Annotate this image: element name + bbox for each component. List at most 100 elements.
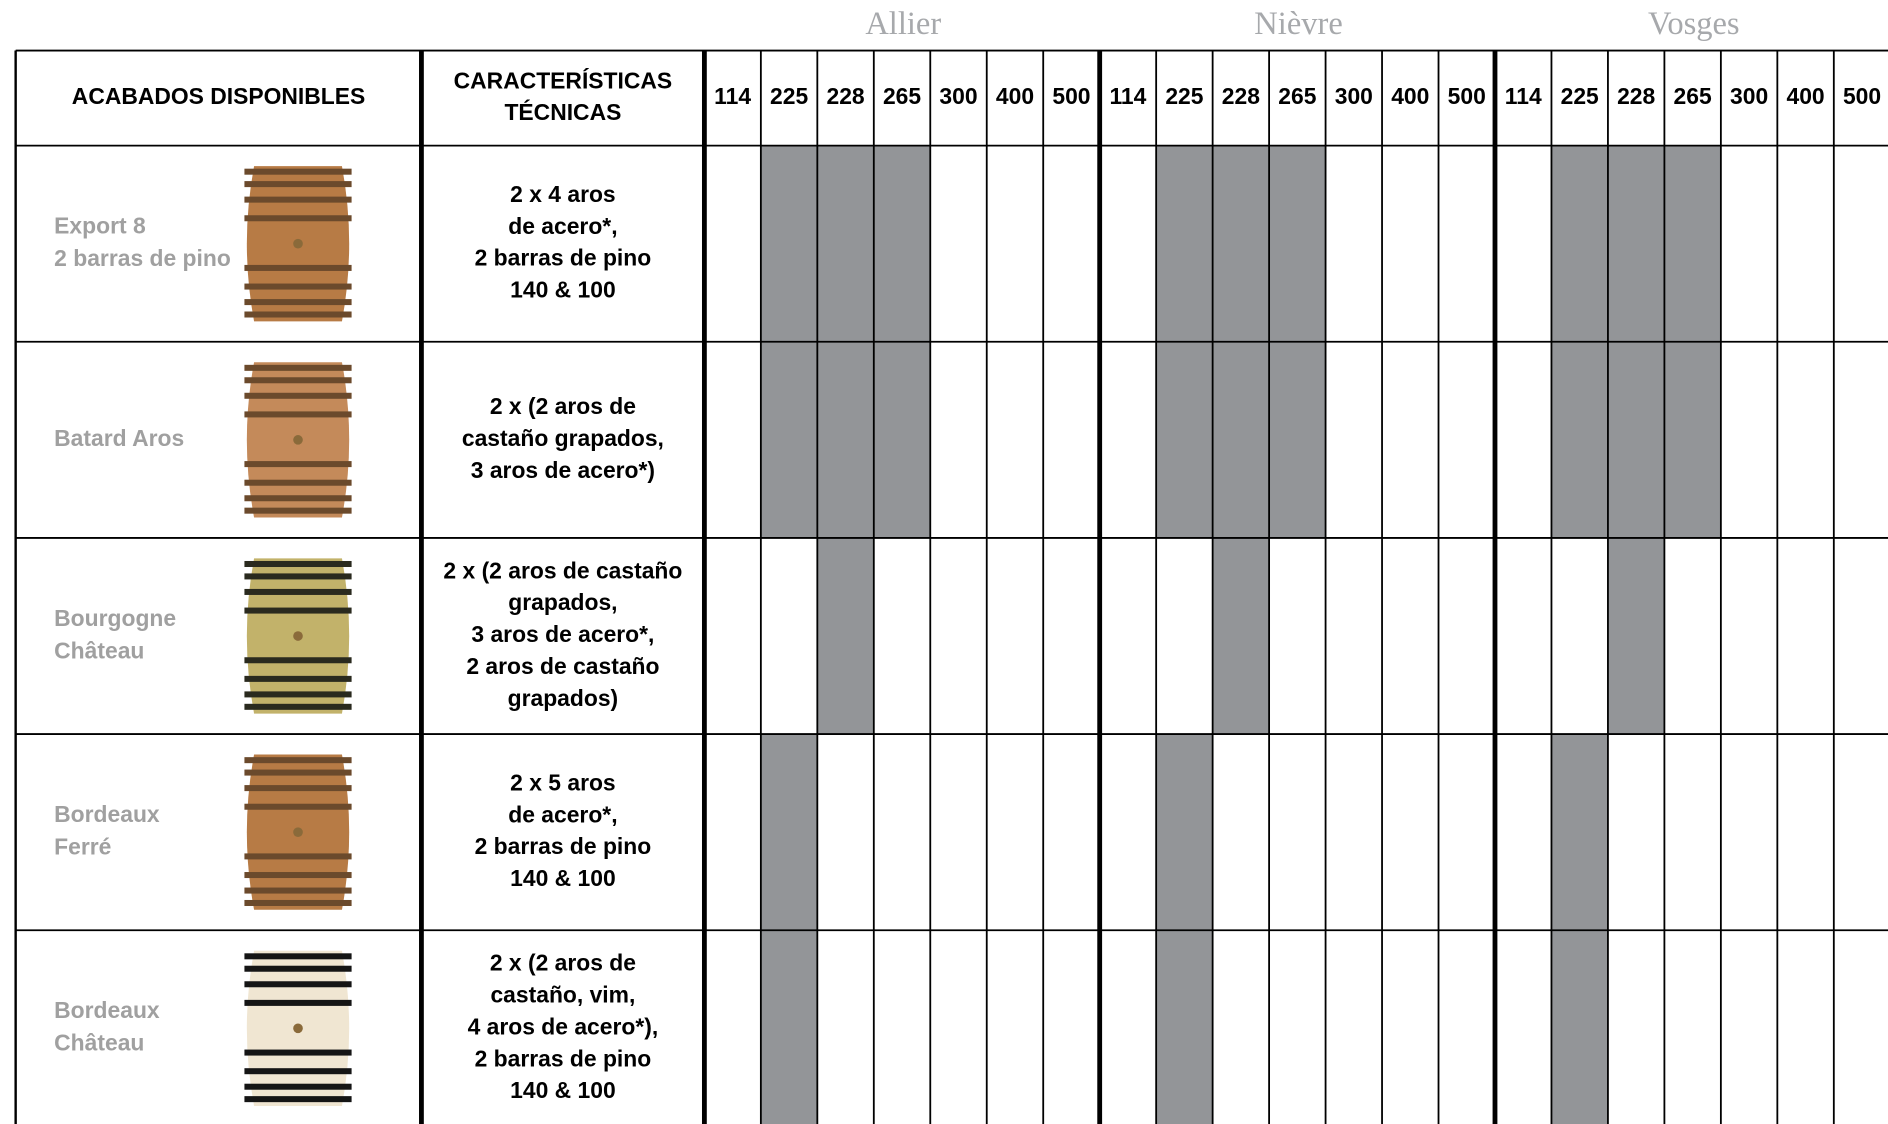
available-cell: [1664, 342, 1720, 538]
available-cell: [874, 146, 930, 342]
barrel-bung: [293, 239, 303, 249]
barrel-hoop: [244, 377, 351, 383]
finish-name: Export 8: [54, 212, 146, 238]
finish-name: Bourgogne: [54, 605, 176, 631]
barrel-hoop: [244, 900, 351, 906]
barrel-hoop: [244, 888, 351, 894]
barrel-hoop: [244, 411, 351, 417]
barrel-hoop: [244, 608, 351, 614]
barrel-hoop: [244, 1068, 351, 1074]
finishes-header: ACABADOS DISPONIBLES: [72, 83, 365, 109]
specs-header: TÉCNICAS: [504, 99, 621, 125]
barrel-hoop: [244, 589, 351, 595]
size-header: 114: [714, 83, 751, 109]
barrel-hoop: [244, 561, 351, 567]
barrel-hoop: [244, 691, 351, 697]
available-cell: [761, 930, 817, 1124]
spec-line: 140 & 100: [510, 865, 616, 891]
spec-line: 2 barras de pino: [475, 245, 652, 271]
size-header: 228: [826, 83, 864, 109]
barrel-hoop: [244, 953, 351, 959]
available-cell: [1269, 342, 1325, 538]
available-cell: [874, 342, 930, 538]
barrel-hoop: [244, 169, 351, 175]
available-cell: [1664, 146, 1720, 342]
size-header: 400: [996, 83, 1034, 109]
available-cell: [1156, 146, 1212, 342]
barrel-hoop: [244, 197, 351, 203]
available-cell: [817, 538, 873, 734]
available-cell: [1608, 342, 1664, 538]
available-cell: [1156, 342, 1212, 538]
spec-line: 140 & 100: [510, 277, 616, 303]
barrel-hoop: [244, 215, 351, 221]
size-header: 265: [1674, 83, 1712, 109]
available-cell: [1551, 734, 1607, 930]
barrel-bung: [293, 1024, 303, 1034]
spec-line: 2 aros de castaño: [466, 653, 659, 679]
size-header: 300: [1730, 83, 1768, 109]
size-header: 300: [939, 83, 977, 109]
available-cell: [817, 342, 873, 538]
available-cell: [1213, 146, 1269, 342]
barrel-hoop: [244, 365, 351, 371]
spec-line: 2 x (2 aros de: [490, 950, 636, 976]
spec-line: 2 barras de pino: [475, 1045, 652, 1071]
specs-header: CARACTERÍSTICAS: [454, 67, 672, 93]
barrel-bung: [293, 435, 303, 445]
barrel-hoop: [244, 1084, 351, 1090]
barrel-hoop: [244, 1000, 351, 1006]
size-header: 300: [1335, 83, 1373, 109]
page: {"header":{"finishes_label":"ACABADOS DI…: [0, 0, 1888, 1124]
available-cell: [761, 342, 817, 538]
finish-name: Ferré: [54, 833, 111, 859]
spec-line: 2 x (2 aros de castaño: [443, 557, 682, 583]
wood-origin: Vosges: [1648, 6, 1740, 42]
available-cell: [1551, 342, 1607, 538]
barrel-hoop: [244, 872, 351, 878]
barrel-bung: [293, 631, 303, 641]
finish-name: Château: [54, 1030, 144, 1056]
available-cell: [1156, 930, 1212, 1124]
wood-origin: Nièvre: [1254, 6, 1342, 42]
spec-line: 3 aros de acero*): [471, 457, 655, 483]
available-cell: [817, 146, 873, 342]
available-cell: [761, 734, 817, 930]
spec-line: 4 aros de acero*),: [468, 1013, 659, 1039]
spec-line: 2 x 5 aros: [510, 769, 616, 795]
barrel-hoop: [244, 311, 351, 317]
barrel-hoop: [244, 804, 351, 810]
spec-line: grapados): [508, 685, 619, 711]
size-header: 500: [1052, 83, 1090, 109]
spec-line: 3 aros de acero*,: [471, 621, 654, 647]
available-cell: [1608, 146, 1664, 342]
available-cell: [761, 146, 817, 342]
size-header: 114: [1505, 83, 1542, 109]
finish-name: 2 barras de pino: [54, 245, 231, 271]
size-header: 225: [1165, 83, 1203, 109]
size-header: 225: [770, 83, 808, 109]
barrel-hoop: [244, 461, 351, 467]
available-cell: [1213, 342, 1269, 538]
barrel-hoop: [244, 508, 351, 514]
barrel-hoop: [244, 480, 351, 486]
size-header: 228: [1222, 83, 1260, 109]
size-header: 400: [1787, 83, 1825, 109]
spec-line: 2 x (2 aros de: [490, 393, 636, 419]
barrel-bung: [293, 827, 303, 837]
finish-name: Batard Aros: [54, 425, 184, 451]
barrel-hoop: [244, 495, 351, 501]
spec-line: castaño grapados,: [462, 425, 664, 451]
size-header: 225: [1561, 83, 1599, 109]
size-header: 265: [1278, 83, 1316, 109]
spec-line: 2 x 4 aros: [510, 181, 616, 207]
available-cell: [1608, 538, 1664, 734]
size-header: 114: [1109, 83, 1146, 109]
spec-line: de acero*,: [508, 213, 617, 239]
barrel-hoop: [244, 181, 351, 187]
barrel-hoop: [244, 853, 351, 859]
barrel-hoop: [244, 299, 351, 305]
barrel-hoop: [244, 704, 351, 710]
barrel-hoop: [244, 1096, 351, 1102]
spec-line: castaño, vim,: [490, 981, 635, 1007]
